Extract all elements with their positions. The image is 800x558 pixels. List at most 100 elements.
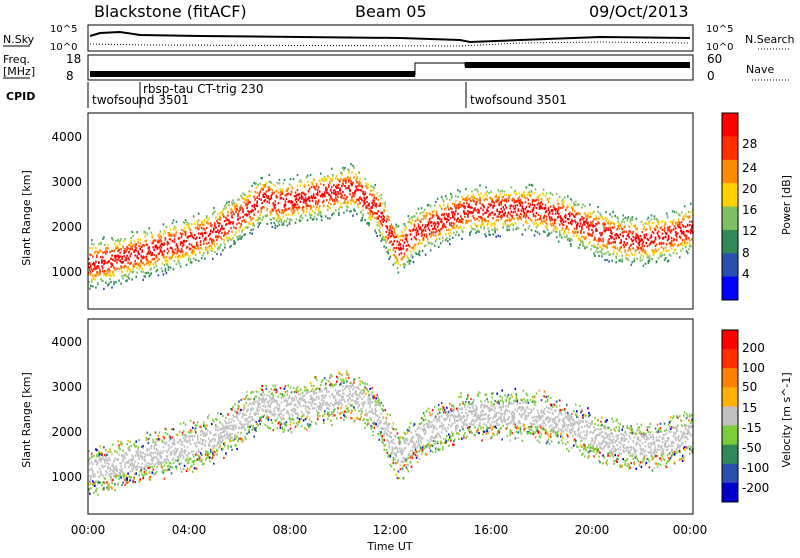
power-cell: [227, 211, 229, 213]
power-cell: [230, 227, 232, 229]
velocity-cell: [280, 387, 282, 389]
power-cell: [379, 220, 381, 222]
power-cell: [98, 261, 100, 263]
power-cell: [521, 213, 523, 215]
power-cell: [151, 268, 153, 270]
power-cell: [649, 255, 651, 257]
power-cell: [406, 227, 408, 229]
power-cell: [280, 188, 282, 190]
power-cell: [95, 261, 97, 263]
power-cell: [110, 281, 112, 283]
velocity-cell: [97, 462, 99, 464]
power-cell: [271, 222, 273, 224]
power-cell: [201, 227, 203, 229]
velocity-cell: [141, 463, 143, 465]
velocity-cell: [277, 417, 279, 419]
power-cell: [113, 250, 115, 252]
velocity-cell: [199, 441, 201, 443]
velocity-cell: [300, 388, 302, 390]
power-cell: [406, 239, 408, 241]
velocity-cell: [190, 443, 192, 445]
power-cell: [535, 230, 537, 232]
power-cell: [428, 204, 430, 206]
power-cell: [319, 191, 321, 193]
velocity-cell: [226, 433, 228, 435]
velocity-cell: [191, 465, 193, 467]
power-cell: [381, 233, 383, 235]
power-cell: [591, 229, 593, 231]
velocity-cell: [188, 462, 190, 464]
velocity-cell: [236, 416, 238, 418]
power-cell: [622, 218, 624, 220]
power-cell: [513, 224, 515, 226]
power-cell: [355, 173, 357, 175]
power-cell: [652, 258, 654, 260]
nsky-label: N.Sky: [3, 33, 35, 46]
power-cell: [99, 271, 101, 273]
power-cell: [426, 234, 428, 236]
power-cell: [575, 231, 577, 233]
power-cell: [359, 177, 361, 179]
velocity-cell: [247, 404, 249, 406]
power-cell: [184, 222, 186, 224]
velocity-cell: [253, 403, 255, 405]
power-cell: [429, 242, 431, 244]
station-title: Blackstone (fitACF): [94, 2, 247, 21]
velocity-cell: [266, 388, 268, 390]
power-cell: [337, 196, 339, 198]
power-cell: [161, 240, 163, 242]
velocity-cell: [162, 441, 164, 443]
velocity-cell: [116, 474, 118, 476]
power-cell: [188, 223, 190, 225]
power-cell: [147, 244, 149, 246]
velocity-cell: [243, 424, 245, 426]
velocity-cell: [251, 416, 253, 418]
power-cell: [456, 220, 458, 222]
power-cell: [459, 191, 461, 193]
power-cell: [580, 222, 582, 224]
power-cell: [344, 194, 346, 196]
power-cell: [681, 221, 683, 223]
power-cell: [425, 254, 427, 256]
power-cell: [620, 251, 622, 253]
velocity-cell: [297, 400, 299, 402]
power-cell: [128, 274, 130, 276]
power-cell: [516, 193, 518, 195]
power-cell: [282, 188, 284, 190]
power-cell: [206, 227, 208, 229]
power-cell: [350, 180, 352, 182]
velocity-cell: [203, 439, 205, 441]
power-cell: [605, 211, 607, 213]
power-cell: [623, 221, 625, 223]
power-cell: [450, 217, 452, 219]
power-cell: [190, 258, 192, 260]
power-cell: [668, 250, 670, 252]
power-cell: [501, 199, 503, 201]
velocity-cell: [177, 434, 179, 436]
power-cell: [183, 243, 185, 245]
power-cell: [241, 236, 243, 238]
power-ytick-1000: 1000: [51, 265, 82, 279]
power-cell: [315, 188, 317, 190]
power-cell: [597, 248, 599, 250]
velocity-cell: [254, 401, 256, 403]
power-cell: [569, 212, 571, 214]
power-cell: [509, 218, 511, 220]
power-cell: [167, 264, 169, 266]
velocity-cell: [301, 418, 303, 420]
power-cell: [644, 245, 646, 247]
velocity-cell: [137, 452, 139, 454]
velocity-cell: [262, 405, 264, 407]
power-cell: [155, 261, 157, 263]
power-cell: [394, 228, 396, 230]
power-cell: [596, 240, 598, 242]
velocity-cell: [200, 438, 202, 440]
power-cell: [318, 207, 320, 209]
velocity-cell: [116, 470, 118, 472]
velocity-cell: [221, 435, 223, 437]
velocity-cell: [153, 452, 155, 454]
velocity-cell: [257, 406, 259, 408]
power-cell: [565, 217, 567, 219]
power-cell: [370, 219, 372, 221]
power-cell: [121, 256, 123, 258]
